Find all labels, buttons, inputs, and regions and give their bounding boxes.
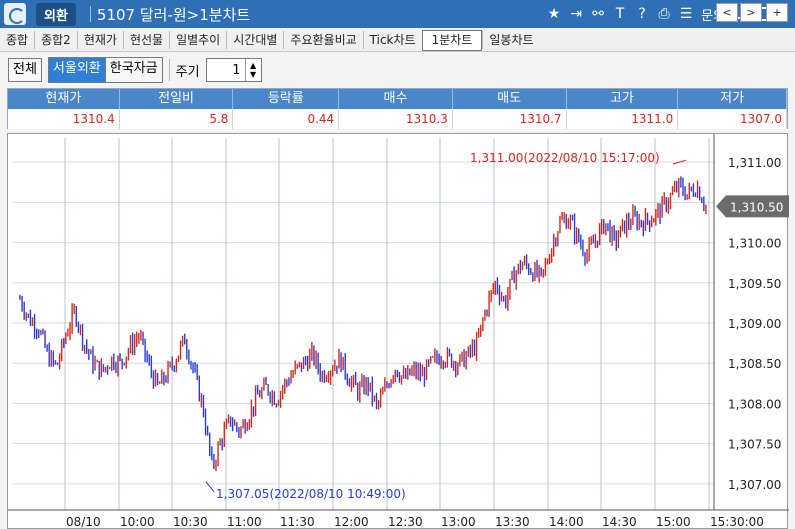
quote-value-4: 1310.7 <box>453 109 567 129</box>
quote-value-1: 5.8 <box>120 109 234 129</box>
x-tick-label: 12:30 <box>388 515 423 529</box>
tab-1[interactable]: 종합2 <box>34 30 77 49</box>
tab-0[interactable]: 종합 <box>6 32 29 47</box>
tab-add-button[interactable]: + <box>766 3 788 22</box>
x-tick-label: 15:00 <box>656 515 691 529</box>
x-tick-label: 11:30 <box>280 515 315 529</box>
filter-seoul-fx-button[interactable]: 서울외환 <box>48 58 106 82</box>
quote-header-4: 매도 <box>453 89 567 109</box>
quote-value-0: 1310.4 <box>8 109 120 129</box>
period-stepper[interactable]: 1 ▲ ▼ <box>205 58 262 82</box>
x-tick-label: 14:00 <box>549 515 584 529</box>
filter-divider <box>168 59 170 81</box>
high-annotation-arrow <box>672 159 687 165</box>
title-bar: 외환 5107 달러-원>1분차트 ★ ⇥ ⚯ T ? ⎙ ☰ 문의 ✕ <box>0 0 795 28</box>
y-tick-label: 1,309.00 <box>728 317 781 331</box>
tab-bar: 종합 종합2 현재가 현선물 일별추이 시간대별 주요환율비교 Tick차트 1분차트 일봉차트 <box>0 28 795 52</box>
quote-header-0: 현재가 <box>8 89 120 109</box>
x-tick-label: 14:30 <box>602 515 637 529</box>
quote-value-5: 1311.0 <box>567 109 679 129</box>
y-tick-label: 1,311.00 <box>728 156 781 170</box>
text-icon[interactable]: T <box>615 6 625 22</box>
price-chart[interactable]: 1,311.00 1,310.50 1,310.00 1,309.50 1,309.00… <box>7 133 789 529</box>
tab-5[interactable]: 시간대별 <box>226 30 283 49</box>
x-tick-label: 10:00 <box>120 515 155 529</box>
low-annotation-arrow <box>205 481 215 493</box>
tab-4[interactable]: 일별추이 <box>169 30 226 49</box>
candlestick-chart[interactable]: 1,311.00 1,310.50 1,310.00 1,309.50 1,309.00… <box>8 134 789 529</box>
x-tick-label: 13:00 <box>441 515 476 529</box>
period-value[interactable]: 1 <box>232 62 241 78</box>
quote-value-row: 1310.4 5.8 0.44 1310.3 1310.7 1311.0 1307.0 <box>8 109 787 129</box>
list-icon[interactable]: ☰ <box>679 6 693 22</box>
x-tick-label: 10:30 <box>173 515 208 529</box>
tab-2[interactable]: 현재가 <box>76 30 123 49</box>
tab-8[interactable]: 1분차트 <box>421 30 483 51</box>
quote-header-3: 매수 <box>339 89 453 109</box>
y-tick-label: 1,308.50 <box>728 357 781 371</box>
filter-row: 전체 서울외환 한국자금 주기 1 ▲ ▼ <box>0 55 795 85</box>
quote-table: 현재가 전일비 등락률 매수 매도 고가 저가 1310.4 5.8 0.44 1310.3 131… <box>7 88 788 129</box>
tab-prev-button[interactable]: < <box>716 3 738 22</box>
quote-header-6: 저가 <box>678 89 787 109</box>
stepper-arrows-icon[interactable]: ▲ ▼ <box>244 59 261 81</box>
title-divider <box>89 6 91 22</box>
quote-header-5: 고가 <box>567 89 679 109</box>
quote-header-1: 전일비 <box>120 89 234 109</box>
y-tick-label: 1,308.00 <box>728 397 781 411</box>
tab-6[interactable]: 주요환율비교 <box>283 30 362 49</box>
app-tag: 외환 <box>36 2 76 26</box>
quote-header-row: 현재가 전일비 등락률 매수 매도 고가 저가 <box>8 89 787 109</box>
market-group: 서울외환 한국자금 <box>47 57 163 83</box>
x-tick-label: 15:30:00 <box>710 515 764 529</box>
star-icon[interactable]: ★ <box>547 6 561 22</box>
y-tick-label: 1,307.50 <box>728 438 781 452</box>
filter-korea-money-button[interactable]: 한국자금 <box>105 58 162 82</box>
y-tick-label: 1,309.50 <box>728 277 781 291</box>
x-tick-label: 08/10 <box>66 515 101 529</box>
quote-value-6: 1307.0 <box>678 109 787 129</box>
help-icon[interactable]: ? <box>638 6 646 22</box>
link-icon[interactable]: ⚯ <box>592 6 604 22</box>
quote-value-2: 0.44 <box>233 109 340 129</box>
y-tick-label: 1,310.00 <box>728 237 781 251</box>
tab-9[interactable]: 일봉차트 <box>482 30 539 49</box>
current-price-tag <box>716 195 789 218</box>
tab-3[interactable]: 현선물 <box>122 30 169 49</box>
period-label: 주기 <box>175 64 200 80</box>
print-icon[interactable]: ⎙ <box>658 6 670 22</box>
x-tick-label: 12:00 <box>334 515 369 529</box>
quote-header-2: 등락률 <box>233 89 340 109</box>
app-logo-icon <box>4 3 26 25</box>
filter-all-button[interactable]: 전체 <box>8 58 42 82</box>
export-icon[interactable]: ⇥ <box>570 6 582 22</box>
x-tick-label: 11:00 <box>227 515 262 529</box>
window-title: 5107 달러-원>1분차트 <box>96 5 251 24</box>
tab-7[interactable]: Tick차트 <box>362 30 422 49</box>
quote-value-3: 1310.3 <box>339 109 453 129</box>
high-annotation: 1,311.00(2022/08/10 15:17:00) <box>470 151 660 165</box>
tab-next-button[interactable]: > <box>740 3 762 22</box>
current-price-label: 1,310.50 <box>730 200 783 214</box>
low-annotation: 1,307.05(2022/08/10 10:49:00) <box>216 487 406 501</box>
x-tick-label: 13:30 <box>495 515 530 529</box>
y-tick-label: 1,307.00 <box>728 478 781 492</box>
